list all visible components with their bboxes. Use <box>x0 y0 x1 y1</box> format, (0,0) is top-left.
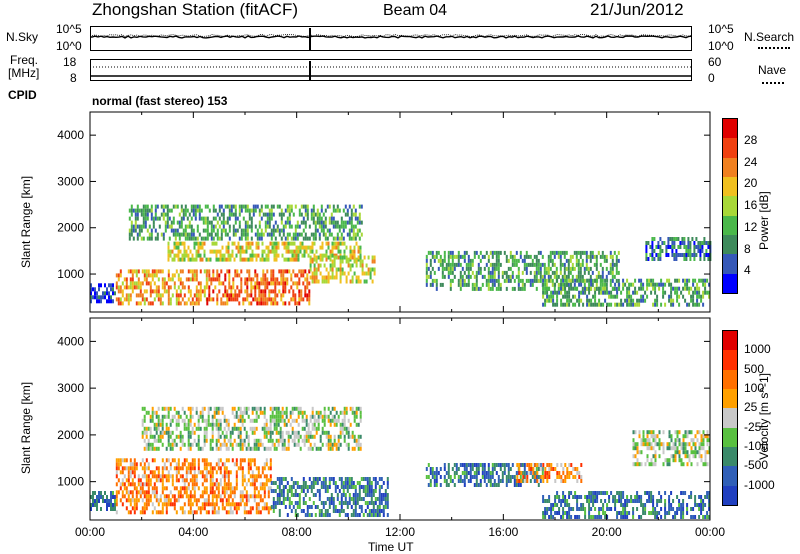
power-colorbar-tick: 28 <box>744 132 758 147</box>
velocity-colorbar-segment <box>723 466 737 487</box>
x-tick-label: 20:00 <box>592 525 622 539</box>
power-echo-region <box>425 250 620 291</box>
velocity-colorbar-segment <box>723 427 737 448</box>
power-echo-region <box>90 283 116 304</box>
power-colorbar-tick: 20 <box>744 176 758 191</box>
nsky-tick-top-left: 10^5 <box>56 22 82 36</box>
power-ytick-label: 2000 <box>57 221 84 235</box>
velocity-panel: 1000 2000 3000 4000 <box>57 317 711 521</box>
nsky-tick-top-right: 10^5 <box>708 22 734 36</box>
nsearch-legend-line <box>758 47 790 49</box>
power-colorbar-tick: 4 <box>744 263 751 278</box>
freq-tick-bottom-right: 0 <box>708 71 715 85</box>
power-colorbar-segment <box>723 273 737 294</box>
velocity-colorbar-segment <box>723 408 737 429</box>
nave-label: Nave <box>758 63 787 77</box>
power-colorbar-label: Power [dB] <box>757 191 771 250</box>
power-colorbar-tick: 8 <box>744 241 751 256</box>
power-echo-region <box>309 255 376 284</box>
velocity-colorbar-segment <box>723 350 737 371</box>
power-ytick-label: 3000 <box>57 174 84 188</box>
velocity-echo-region <box>270 477 389 517</box>
velocity-colorbar-tick: 500 <box>744 361 765 376</box>
freq-tick-top-right: 60 <box>708 55 722 69</box>
power-echo-region <box>645 237 712 261</box>
power-colorbar-segment <box>723 157 737 178</box>
velocity-echo-region <box>425 463 544 487</box>
power-colorbar-segment <box>723 177 737 197</box>
velocity-colorbar-segment <box>723 331 737 351</box>
power-colorbar <box>722 118 738 294</box>
x-tick-label: 00:00 <box>695 525 725 539</box>
nsky-tick-bottom-left: 10^0 <box>56 39 82 53</box>
velocity-echo-region <box>141 406 362 451</box>
velocity-colorbar-segment <box>723 369 737 390</box>
x-tick-label: 16:00 <box>488 525 518 539</box>
power-ytick-label: 1000 <box>57 267 84 281</box>
x-tick-label: 00:00 <box>75 525 105 539</box>
nsky-tick-bottom-right: 10^0 <box>708 39 734 53</box>
power-colorbar-segment <box>723 138 737 159</box>
summary-traces <box>89 28 693 80</box>
beam-label: Beam 04 <box>383 2 448 19</box>
nsearch-label: N.Search <box>744 30 795 44</box>
freq-label-line1: Freq. <box>10 53 39 67</box>
velocity-colorbar-tick: -25 <box>744 419 762 434</box>
power-echo-region <box>206 269 311 306</box>
nsky-trace <box>90 35 693 39</box>
velocity-ytick-label: 2000 <box>57 428 84 442</box>
power-colorbar-tick: 24 <box>744 154 758 169</box>
velocity-ytick-label: 3000 <box>57 381 84 395</box>
velocity-colorbar-tick: 100 <box>744 381 765 395</box>
power-echo-region <box>115 269 208 306</box>
power-ytick-label: 4000 <box>57 128 84 142</box>
nsky-panel <box>90 26 692 51</box>
power-echo-region <box>167 241 362 262</box>
velocity-colorbar-tick: -500 <box>744 458 769 473</box>
velocity-echo-region <box>632 430 711 467</box>
x-tick-label: 04:00 <box>178 525 208 539</box>
power-echo-region <box>128 204 363 241</box>
freq-tick-top-left: 18 <box>63 55 77 69</box>
power-panel: 1000 2000 3000 4000 <box>57 111 712 313</box>
x-tick-label: 08:00 <box>282 525 312 539</box>
freq-label-line2: [MHz] <box>8 66 40 80</box>
velocity-colorbar-tick: 25 <box>744 400 758 415</box>
date-label: 21/Jun/2012 <box>590 0 684 19</box>
nsky-label: N.Sky <box>6 30 39 44</box>
velocity-echo-region <box>115 458 272 515</box>
freq-panel <box>90 59 692 81</box>
velocity-echo-region <box>516 463 583 483</box>
x-axis-label: Time UT <box>368 540 414 554</box>
velocity-colorbar-tick: -1000 <box>744 477 775 492</box>
velocity-colorbar-segment <box>723 389 737 409</box>
velocity-colorbar <box>722 330 738 506</box>
power-colorbar-segment <box>723 196 737 217</box>
power-colorbar-tick: 12 <box>744 219 758 234</box>
velocity-ytick-label: 4000 <box>57 334 84 348</box>
cpid-value: normal (fast stereo) 153 <box>92 94 228 108</box>
velocity-colorbar-segment <box>723 447 737 467</box>
power-colorbar-segment <box>723 254 737 275</box>
power-colorbar-segment <box>723 119 737 139</box>
nave-legend-line <box>762 82 784 84</box>
power-colorbar-segment <box>723 235 737 255</box>
station-title: Zhongshan Station (fitACF) <box>92 0 298 19</box>
velocity-colorbar-tick: 1000 <box>744 342 771 357</box>
cpid-label: CPID <box>8 88 37 102</box>
power-echo-region <box>542 278 711 307</box>
velocity-echo-region <box>542 491 711 519</box>
power-colorbar-segment <box>723 215 737 236</box>
power-colorbar-tick: 16 <box>744 198 758 212</box>
velocity-colorbar-tick: -100 <box>744 439 769 453</box>
velocity-colorbar-segment <box>723 485 737 506</box>
freq-tick-bottom-left: 8 <box>70 71 77 85</box>
velocity-ytick-label: 1000 <box>57 475 84 489</box>
velocity-echo-region <box>90 491 116 511</box>
x-tick-label: 12:00 <box>385 525 415 539</box>
